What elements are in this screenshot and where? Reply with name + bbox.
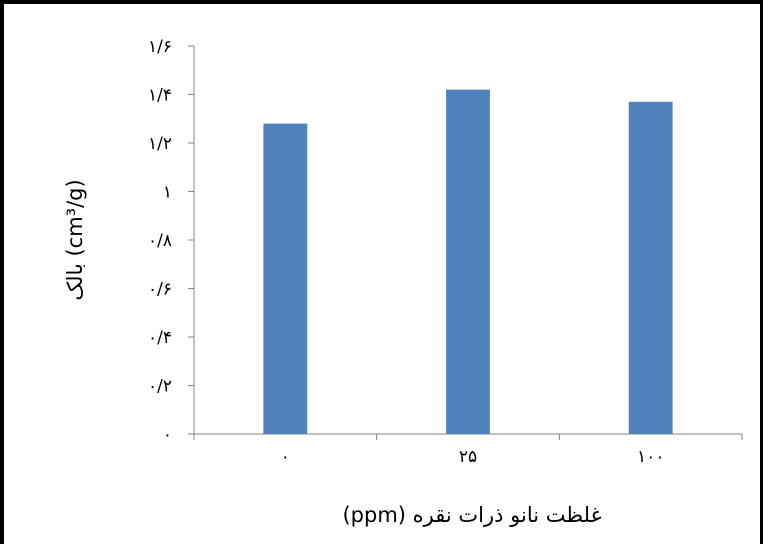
y-tick-label: ۰/۸ (148, 231, 172, 251)
x-ticks: ۰ ۲۵ ۱۰۰ (193, 434, 743, 467)
y-tick-label: ۱ (163, 183, 172, 203)
x-tick-label: ۰ (281, 447, 290, 467)
y-tick-label: ۰/۴ (148, 328, 172, 348)
y-tick-label: ۱/۴ (148, 86, 172, 106)
bar-0 (263, 123, 308, 434)
bar-2 (628, 101, 673, 435)
bar-chart: ۰ ۰/۲ ۰/۴ ۰/۶ ۰/۸ ۱ ۱/۲ ۱/۴ ۱/۶ ۰ ۲۵ ۱۰۰ غلظت نانو… (63, 37, 743, 527)
y-tick-label: ۰/۲ (148, 377, 172, 397)
bar-1 (446, 89, 490, 435)
y-ticks: ۰ ۰/۲ ۰/۴ ۰/۶ ۰/۸ ۱ ۱/۲ ۱/۴ ۱/۶ (148, 37, 194, 445)
y-tick-label: ۱/۶ (148, 37, 172, 57)
x-axis-title: غلظت نانو ذرات نقره (ppm) (342, 503, 601, 527)
y-tick-label: ۰/۶ (148, 280, 172, 300)
y-tick-label: ۰ (163, 425, 172, 445)
x-tick-label: ۲۵ (459, 447, 477, 467)
y-tick-label: ۱/۲ (148, 134, 172, 154)
bars (263, 89, 673, 435)
x-tick-label: ۱۰۰ (637, 447, 664, 467)
y-axis-title: بالک (cm³/g) (63, 179, 87, 300)
